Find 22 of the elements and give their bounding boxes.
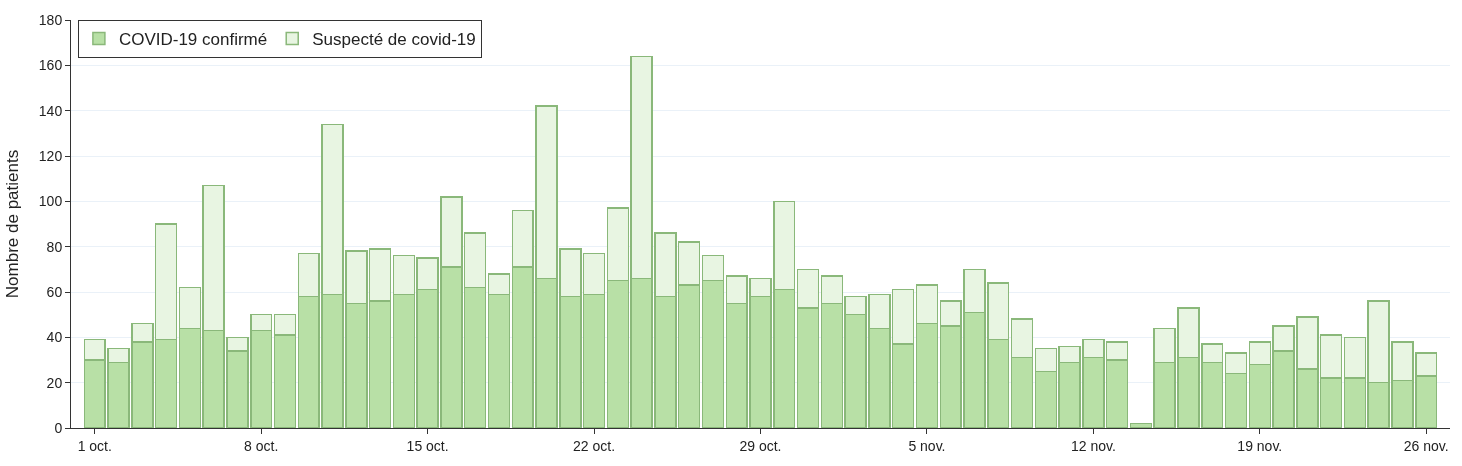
- y-tick-label: 60: [46, 283, 63, 300]
- x-tick-label: 26 nov.: [1403, 437, 1449, 454]
- x-tick-label: 19 nov.: [1237, 437, 1283, 454]
- y-tick-label: 100: [38, 193, 63, 210]
- x-tick-label: 8 oct.: [244, 437, 279, 454]
- y-tick-label: 20: [46, 374, 63, 391]
- y-tick-label: 180: [38, 11, 63, 28]
- legend-label: Suspecté de covid-19: [312, 30, 476, 50]
- x-tick-label: 5 nov.: [908, 437, 946, 454]
- y-axis-title: Nombre de patients: [3, 149, 23, 299]
- y-tick-label: 140: [38, 102, 63, 119]
- x-tick-label: 1 oct.: [77, 437, 112, 454]
- legend-label: COVID-19 confirmé: [118, 30, 268, 50]
- y-tick-label: 160: [38, 57, 63, 74]
- x-tick-label: 29 oct.: [739, 437, 782, 454]
- y-tick-label: 120: [38, 147, 63, 164]
- y-tick-label: 80: [46, 238, 63, 255]
- x-tick-label: 12 nov.: [1070, 437, 1116, 454]
- x-tick-label: 22 oct.: [573, 437, 616, 454]
- y-tick-label: 40: [46, 329, 63, 346]
- y-tick-label: 0: [54, 419, 63, 436]
- x-tick-label: 15 oct.: [406, 437, 449, 454]
